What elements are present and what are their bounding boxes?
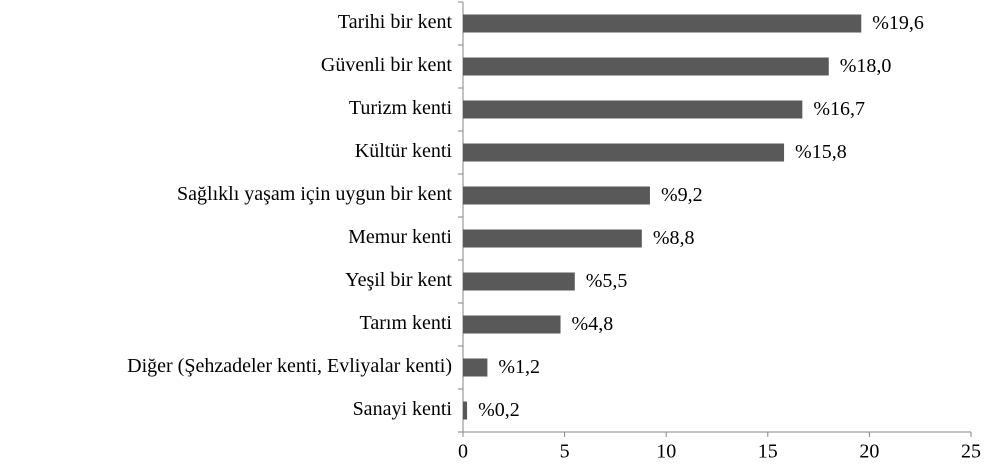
bar xyxy=(463,315,561,334)
x-tick-label: 20 xyxy=(859,441,879,463)
y-tick-label: Tarım kenti xyxy=(360,312,453,334)
bar xyxy=(463,229,642,248)
value-label: %19,6 xyxy=(872,12,924,34)
bar xyxy=(463,272,575,291)
x-tick-label: 5 xyxy=(560,441,570,463)
bar xyxy=(463,401,468,420)
value-label: %1,2 xyxy=(498,356,540,378)
value-label: %5,5 xyxy=(586,270,628,292)
y-tick-label: Turizm kenti xyxy=(349,97,453,119)
bar xyxy=(463,100,803,119)
y-tick-label: Kültür kenti xyxy=(355,140,453,162)
bar xyxy=(463,186,650,205)
y-tick-label: Güvenli bir kent xyxy=(321,54,453,76)
y-tick-label: Diğer (Şehzadeler kenti, Evliyalar kenti… xyxy=(127,355,452,377)
x-tick-label: 15 xyxy=(758,441,778,463)
y-tick-label: Sanayi kenti xyxy=(353,398,453,420)
bar xyxy=(463,143,785,162)
bar xyxy=(463,358,488,377)
x-tick-label: 0 xyxy=(458,441,468,463)
x-tick-label: 25 xyxy=(961,441,981,463)
value-label: %8,8 xyxy=(653,227,695,249)
value-label: %4,8 xyxy=(572,313,614,335)
bar xyxy=(463,57,829,76)
y-tick-label: Tarihi bir kent xyxy=(338,11,453,33)
value-label: %18,0 xyxy=(840,55,892,77)
value-label: %15,8 xyxy=(795,141,847,163)
value-label: %0,2 xyxy=(478,399,520,421)
y-tick-label: Sağlıklı yaşam için uygun bir kent xyxy=(177,183,452,205)
bar xyxy=(463,14,862,33)
y-tick-label: Memur kenti xyxy=(348,226,452,248)
y-tick-label: Yeşil bir kent xyxy=(345,269,452,291)
value-label: %16,7 xyxy=(813,98,865,120)
x-tick-label: 10 xyxy=(656,441,676,463)
value-label: %9,2 xyxy=(661,184,703,206)
